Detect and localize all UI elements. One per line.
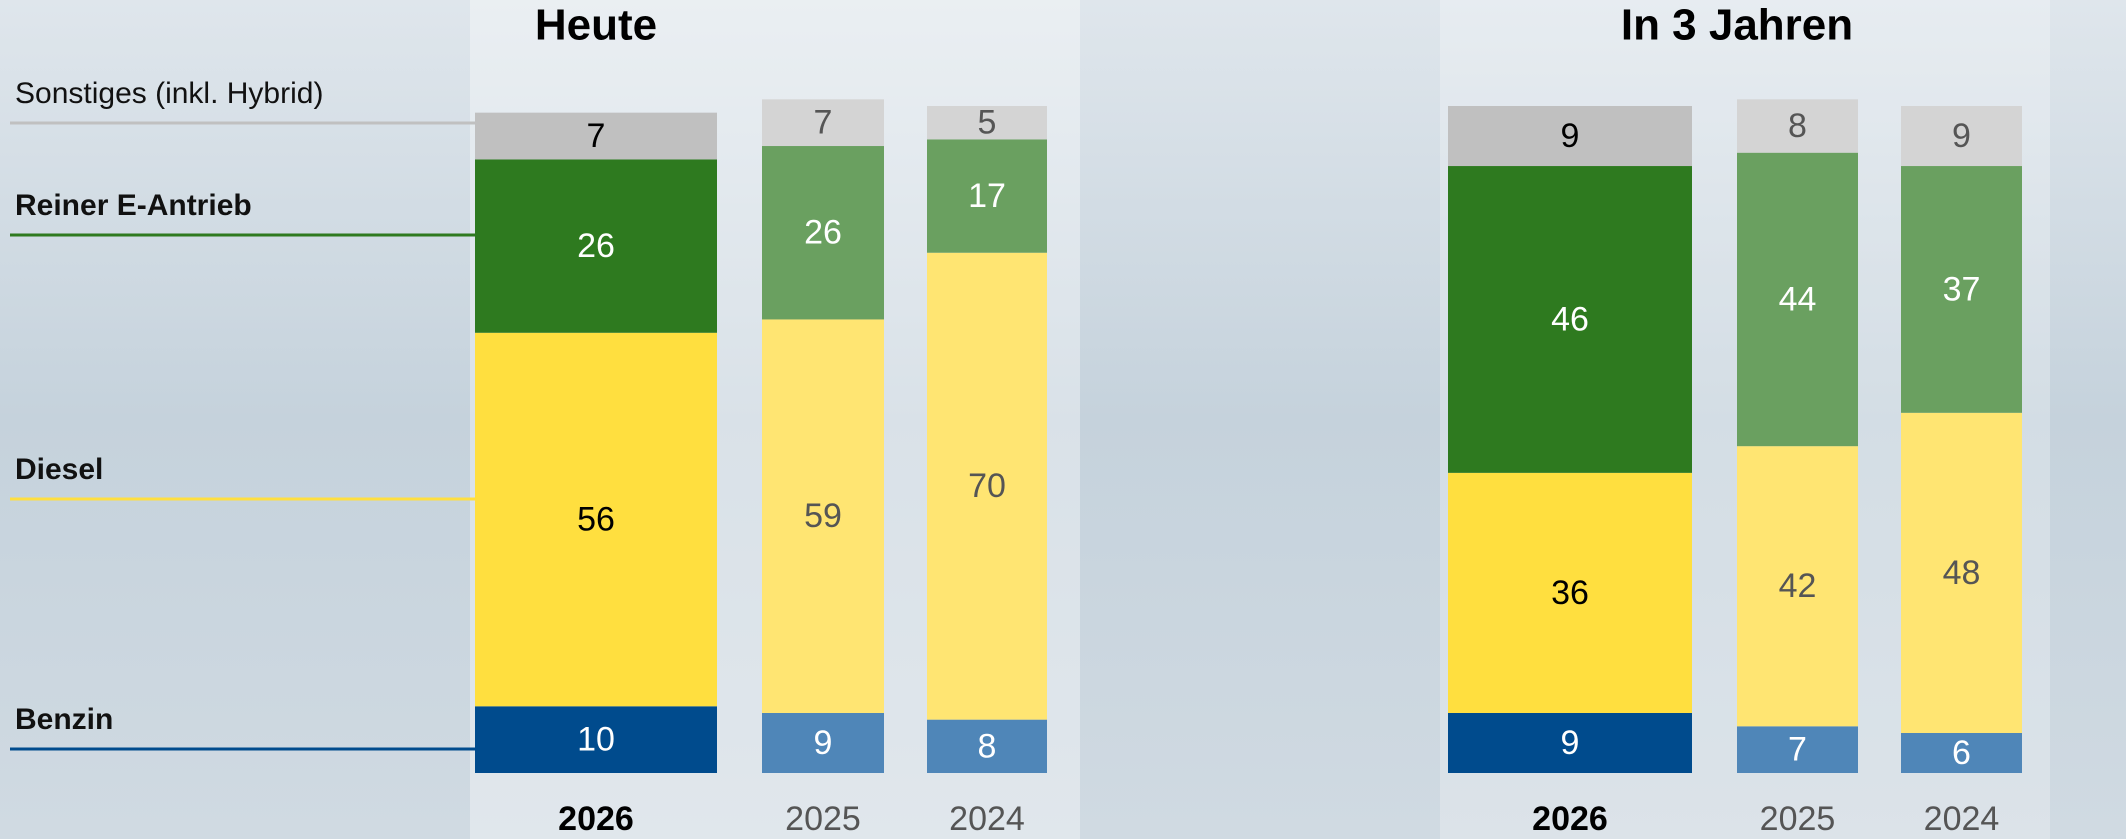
legend-label: Reiner E-Antrieb [15,189,252,222]
value-label: 26 [804,214,842,252]
bar-segment [927,139,1047,253]
bar-segment [1448,712,1692,773]
bar-segment [927,106,1047,140]
bar-segment [762,319,884,713]
bar-segment [1448,166,1692,473]
value-label: 44 [1779,280,1817,318]
bar-segment [1737,99,1858,153]
value-label: 7 [814,104,833,142]
value-label: 42 [1779,567,1817,605]
x-tick-label: 2026 [558,800,634,838]
bar-segment [1448,106,1692,167]
value-label: 56 [577,501,615,539]
bar-segment [475,112,717,160]
bar-segment [1737,726,1858,773]
x-tick-label: 2024 [949,800,1025,838]
value-label: 5 [978,104,997,142]
bar-segment [475,706,717,773]
bar-segment [762,99,884,147]
bar-segment [1901,732,2022,773]
bar-segment [1737,152,1858,447]
value-label: 36 [1551,574,1589,612]
value-label: 7 [587,117,606,155]
value-label: 9 [1952,117,1971,155]
value-label: 9 [814,724,833,762]
value-label: 6 [1952,734,1971,772]
value-label: 26 [577,227,615,265]
x-tick-label: 2024 [1924,800,2000,838]
value-label: 37 [1943,270,1981,308]
bar-segment [1901,412,2022,733]
legend-label: Sonstiges (inkl. Hybrid) [15,77,323,110]
chart-title: Heute [535,1,657,50]
bar-segment [475,159,717,333]
value-label: 7 [1788,731,1807,769]
x-tick-label: 2025 [1760,800,1836,838]
value-label: 9 [1561,117,1580,155]
legend-label: Diesel [15,453,103,486]
value-label: 9 [1561,724,1580,762]
value-label: 8 [1788,107,1807,145]
value-label: 10 [577,721,615,759]
value-label: 59 [804,497,842,535]
bar-segment [1901,106,2022,167]
value-label: 8 [978,727,997,765]
bar-segment [1448,472,1692,713]
bar-segment [1901,166,2022,413]
value-label: 70 [968,467,1006,505]
bar-segment [1737,446,1858,727]
value-label: 48 [1943,554,1981,592]
x-tick-label: 2025 [785,800,861,838]
chart-title: In 3 Jahren [1621,1,1853,50]
bar-segment [475,332,717,707]
bar-segment [762,712,884,773]
legend-label: Benzin [15,703,113,736]
bar-segment [927,719,1047,773]
value-label: 46 [1551,300,1589,338]
x-tick-label: 2026 [1532,800,1608,838]
value-label: 17 [968,177,1006,215]
bar-segment [927,252,1047,720]
bar-segment [762,146,884,320]
